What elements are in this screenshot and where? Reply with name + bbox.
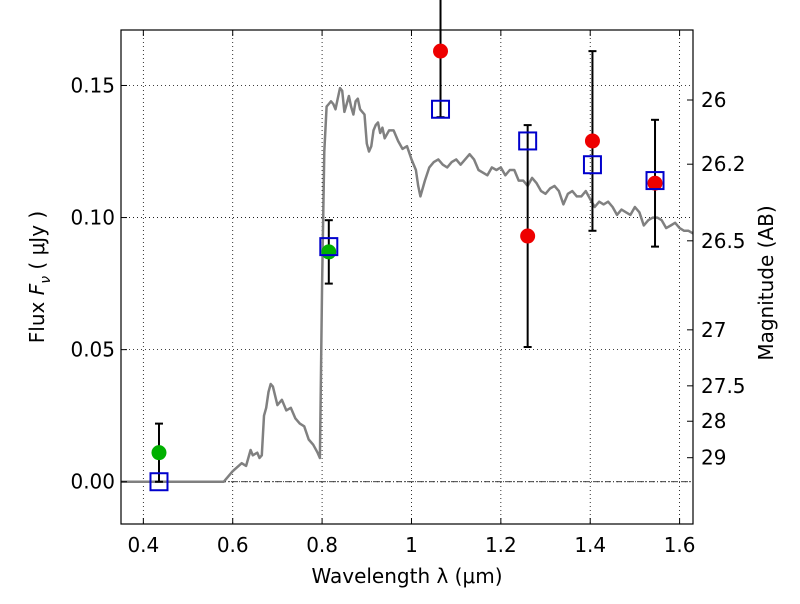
right-tick-label: 26	[701, 88, 726, 112]
right-tick-label: 26.2	[701, 152, 746, 176]
x-tick-label: 1.4	[574, 533, 606, 557]
model-photometry-square	[518, 131, 538, 151]
model-spectrum-line	[121, 86, 694, 483]
x-axis-label: Wavelength λ (μm)	[311, 564, 502, 588]
model-photometry-square	[582, 155, 602, 175]
y-tick-label: 0.10	[70, 206, 115, 230]
right-tick-label: 26.5	[701, 229, 746, 253]
photometry-point	[520, 228, 536, 244]
model-photometry-square	[319, 237, 339, 257]
x-tick-label: 1	[405, 533, 418, 557]
photometry-point	[433, 43, 449, 59]
x-tick-label: 0.6	[217, 533, 249, 557]
y-axis-label-prefix: Flux	[25, 295, 49, 343]
y-axis-label-unit: ( μJy )	[25, 211, 49, 276]
photometry-point	[151, 445, 167, 461]
y-axis-right-label: Magnitude (AB)	[754, 205, 778, 360]
right-tick-label: 29	[701, 446, 726, 470]
photometry-point	[584, 133, 600, 149]
y-tick-label: 0.15	[70, 73, 115, 97]
y-tick-label: 0.00	[70, 470, 115, 494]
x-tick-label: 1.6	[664, 533, 696, 557]
model-photometry-square	[645, 171, 665, 191]
tick-layer: 0.4 0.6 0.8 1 1.2 1.4 1.6 0.00 0.05 0.10 0.15 26 26.…	[70, 30, 746, 557]
model-photometry-square	[431, 99, 451, 119]
plot-layer	[121, 0, 694, 492]
x-tick-label: 1.2	[485, 533, 517, 557]
grid-layer	[121, 30, 693, 524]
y-axis-label-subscript: ν	[38, 276, 54, 284]
right-tick-label: 27.5	[701, 374, 746, 398]
x-tick-label: 0.4	[127, 533, 159, 557]
plot-frame	[120, 29, 694, 525]
right-tick-label: 27	[701, 318, 726, 342]
right-tick-label: 28	[701, 409, 726, 433]
y-tick-label: 0.05	[70, 338, 115, 362]
photometry-point	[321, 244, 337, 260]
y-axis-label: Flux Fν ( μJy )	[25, 211, 54, 343]
y-axis-label-symbol: F	[25, 283, 49, 295]
model-photometry-square	[149, 472, 169, 492]
x-tick-label: 0.8	[306, 533, 338, 557]
photometry-point	[647, 175, 663, 191]
